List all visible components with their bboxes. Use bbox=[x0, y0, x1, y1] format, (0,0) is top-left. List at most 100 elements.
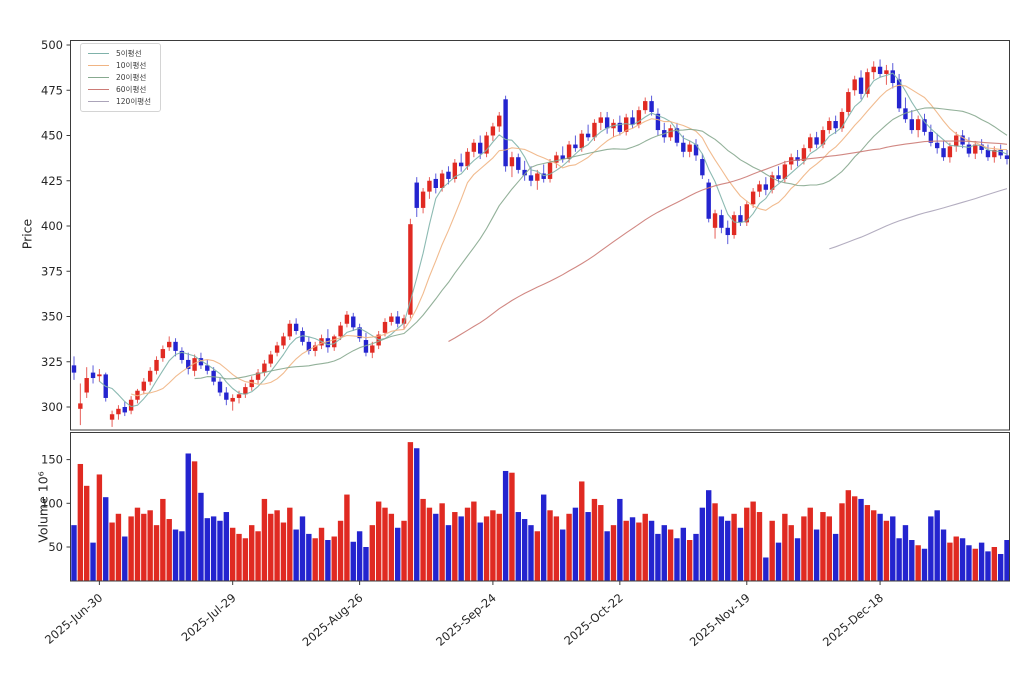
price-axis-title: Price bbox=[19, 218, 35, 250]
volume-bar bbox=[471, 501, 477, 581]
volume-bar bbox=[299, 516, 306, 581]
candle-body bbox=[71, 365, 77, 373]
volume-bar bbox=[604, 531, 610, 581]
volume-bar bbox=[236, 533, 242, 581]
candle-body bbox=[566, 144, 572, 160]
volume-bar bbox=[103, 497, 109, 581]
legend-item-ma5: 5이평선 bbox=[88, 48, 151, 59]
volume-bar bbox=[598, 505, 604, 581]
volume-bar bbox=[210, 516, 217, 581]
candle-body bbox=[122, 407, 127, 413]
candle-body bbox=[338, 325, 343, 337]
volume-bar bbox=[249, 525, 255, 581]
date-tick-label: 2025-Dec-18 bbox=[820, 591, 886, 650]
volume-bar bbox=[706, 490, 712, 581]
candle-body bbox=[471, 142, 477, 152]
candle-body bbox=[655, 113, 661, 131]
candle-body bbox=[871, 66, 876, 73]
volume-bar bbox=[414, 448, 420, 581]
volume-bar bbox=[807, 507, 813, 581]
price-tick-label: 450 bbox=[41, 129, 63, 143]
candle-body bbox=[801, 148, 807, 161]
candle-body bbox=[998, 149, 1003, 156]
volume-bar bbox=[223, 512, 230, 581]
volume-bar bbox=[826, 516, 832, 581]
legend-item-ma10: 10이평선 bbox=[88, 60, 151, 71]
date-tick-label: 2025-Oct-22 bbox=[561, 591, 625, 648]
candle-body bbox=[858, 77, 864, 94]
candle-body bbox=[363, 340, 369, 353]
price-tick-label: 400 bbox=[41, 219, 63, 233]
volume-bar bbox=[1004, 540, 1010, 581]
volume-bar bbox=[179, 531, 185, 581]
volume-bar bbox=[420, 498, 426, 581]
candle-body bbox=[731, 215, 737, 236]
candle-body bbox=[90, 372, 96, 379]
candle-body bbox=[719, 215, 724, 228]
volume-bar bbox=[718, 516, 725, 581]
volume-bar bbox=[674, 538, 680, 581]
volume-bar bbox=[667, 529, 674, 581]
candle-body bbox=[934, 142, 940, 149]
price-tick-label: 425 bbox=[41, 174, 63, 188]
volume-tick-label: 100 bbox=[41, 496, 63, 510]
volume-bar bbox=[782, 513, 788, 581]
candle-body bbox=[192, 358, 197, 371]
volume-bar bbox=[293, 529, 299, 581]
ma-line-10 bbox=[130, 84, 1008, 397]
candle-body bbox=[839, 111, 845, 129]
ma120-label: 120이평선 bbox=[116, 97, 152, 106]
volume-bar bbox=[642, 513, 648, 581]
ma20-line-swatch bbox=[88, 77, 109, 78]
volume-bar bbox=[268, 513, 274, 581]
candle-body bbox=[833, 121, 838, 129]
candle-body bbox=[293, 323, 299, 331]
volume-bar bbox=[350, 541, 356, 581]
candle-body bbox=[966, 144, 972, 154]
volume-bar bbox=[566, 513, 572, 581]
candle-body bbox=[357, 327, 362, 339]
volume-bar bbox=[204, 518, 210, 581]
volume-bar bbox=[407, 442, 414, 581]
candle-body bbox=[896, 79, 902, 109]
volume-bar bbox=[261, 498, 268, 581]
candle-body bbox=[795, 157, 800, 161]
volume-bar bbox=[426, 507, 433, 581]
candle-body bbox=[452, 162, 458, 179]
ma10-line-swatch bbox=[88, 65, 109, 66]
candle-body bbox=[154, 359, 159, 371]
volume-bar bbox=[477, 522, 483, 581]
candle-body bbox=[941, 148, 946, 158]
volume-bar bbox=[452, 512, 458, 581]
volume-bar bbox=[997, 553, 1004, 581]
price-panel-border bbox=[70, 40, 1010, 431]
candle-body bbox=[808, 137, 813, 149]
volume-bar bbox=[496, 513, 502, 581]
volume-bar bbox=[388, 513, 395, 581]
volume-bar bbox=[921, 548, 928, 581]
volume-bar bbox=[521, 519, 528, 581]
volume-bar bbox=[109, 522, 115, 581]
candle-body bbox=[763, 184, 769, 190]
price-tick-label: 325 bbox=[41, 355, 63, 369]
candle-body bbox=[992, 149, 997, 158]
volume-bar bbox=[356, 531, 363, 581]
volume-bar bbox=[185, 453, 191, 581]
volume-bar bbox=[128, 516, 134, 581]
volume-bar bbox=[890, 516, 896, 581]
volume-bar bbox=[483, 516, 490, 581]
date-tick-label: 2025-Jul-29 bbox=[179, 591, 239, 645]
volume-bar bbox=[820, 512, 826, 581]
candle-body bbox=[681, 142, 686, 152]
candle-body bbox=[668, 128, 673, 138]
ma60-line-swatch bbox=[88, 89, 109, 90]
candle-body bbox=[909, 119, 914, 131]
candle-body bbox=[262, 363, 267, 373]
volume-bar bbox=[744, 507, 750, 581]
legend-item-ma120: 120이평선 bbox=[88, 96, 151, 107]
candle-body bbox=[693, 144, 699, 156]
volume-bar bbox=[445, 525, 452, 581]
volume-bar bbox=[160, 498, 166, 581]
candle-body bbox=[738, 215, 743, 223]
candle-body bbox=[116, 408, 121, 415]
